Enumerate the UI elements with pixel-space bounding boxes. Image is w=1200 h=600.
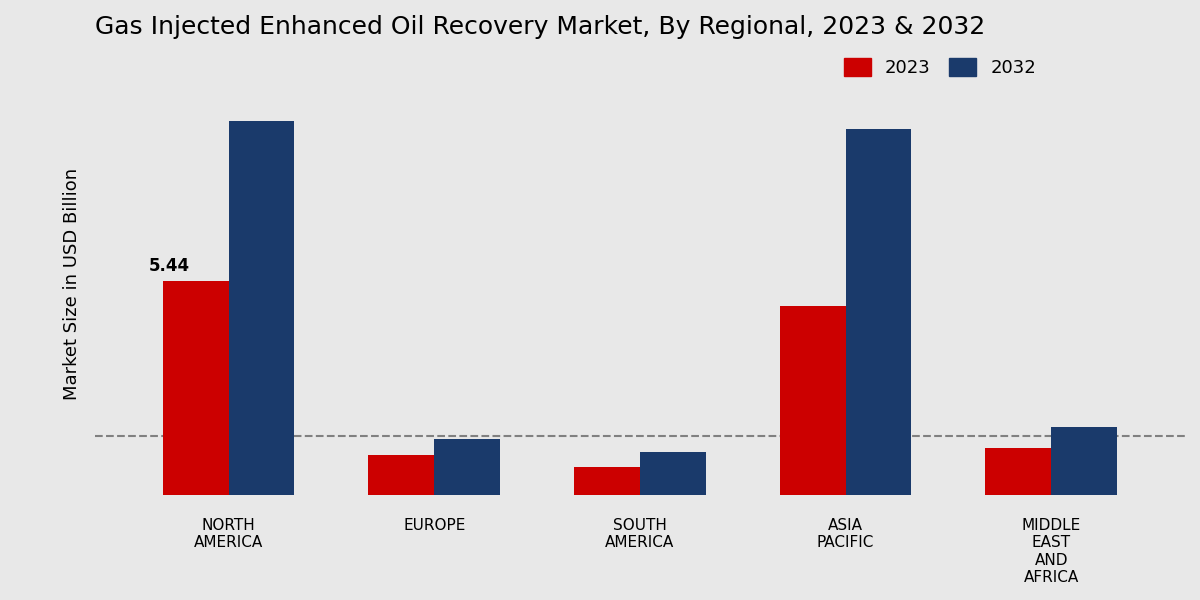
Bar — [228, 121, 294, 495]
Legend: 2023, 2032: 2023, 2032 — [834, 49, 1045, 86]
Text: Gas Injected Enhanced Oil Recovery Market, By Regional, 2023 & 2032: Gas Injected Enhanced Oil Recovery Marke… — [95, 15, 985, 39]
Bar — [780, 306, 846, 495]
Text: 5.44: 5.44 — [149, 257, 190, 275]
Bar — [434, 439, 500, 495]
Bar — [574, 467, 640, 495]
Bar — [163, 281, 228, 495]
Bar — [640, 452, 706, 495]
Y-axis label: Market Size in USD Billion: Market Size in USD Billion — [62, 168, 82, 400]
Bar — [368, 455, 434, 495]
Bar — [1051, 427, 1117, 495]
Bar — [985, 448, 1051, 495]
Bar — [846, 129, 912, 495]
